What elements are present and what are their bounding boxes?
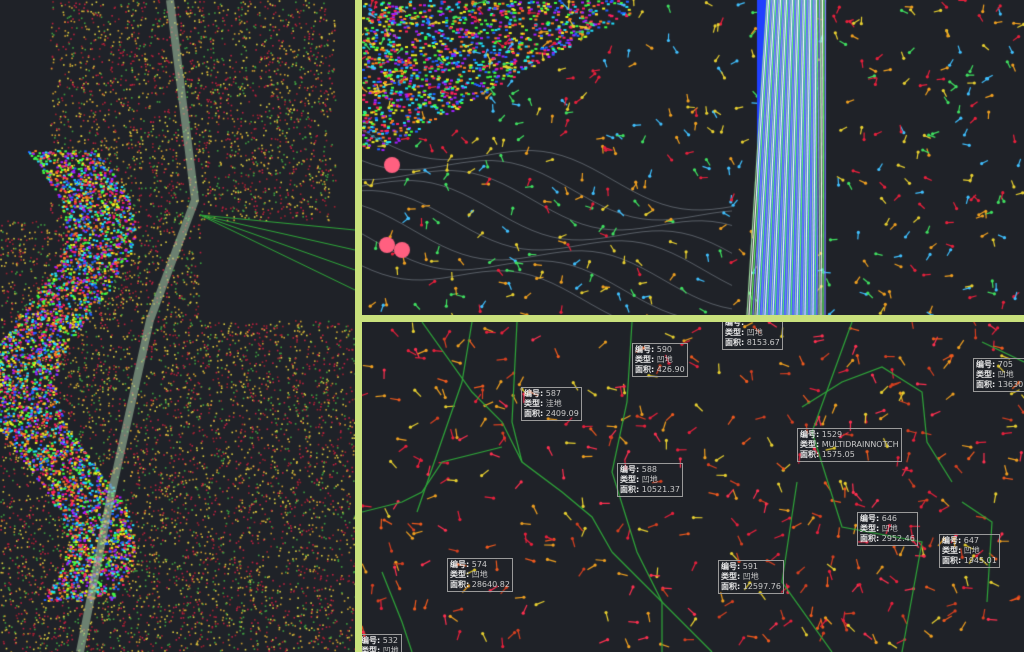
field-value: 13630.8 — [997, 380, 1024, 389]
field-value: 凹地 — [740, 572, 759, 581]
field-value: 凹地 — [961, 546, 980, 555]
field-value: 洼地 — [543, 399, 562, 408]
depression-label-587: 编号: 587 类型: 洼地 面积: 2409.09 — [521, 387, 582, 421]
field-value: 2952.46 — [879, 534, 915, 543]
field-value: 1529 — [819, 430, 843, 439]
field-value: 28640.82 — [469, 580, 510, 589]
field-name: 编号: — [721, 562, 741, 571]
field-value: 574 — [469, 560, 488, 569]
point-cloud-overview-panel — [0, 0, 355, 652]
field-name: 面积: — [524, 409, 544, 418]
field-name: 类型: — [725, 328, 745, 337]
field-name: 类型: — [976, 370, 996, 379]
depression-label-647: 编号: 647 类型: 凹地 面积: 1945.01 — [939, 534, 1000, 568]
field-name: 编号: — [524, 389, 544, 398]
depression-label-588: 编号: 588 类型: 凹地 面积: 10521.37 — [617, 463, 683, 497]
field-value: 1575.05 — [819, 450, 855, 459]
field-value: 8153.67 — [744, 338, 780, 347]
field-name: 类型: — [524, 399, 544, 408]
field-value: MULTIDRAINNOTCH — [819, 440, 899, 449]
flow-direction-detail-panel — [362, 0, 1024, 315]
field-name: 编号: — [450, 560, 470, 569]
field-name: 面积: — [860, 534, 880, 543]
field-name: 类型: — [721, 572, 741, 581]
field-value: 凹地 — [380, 646, 399, 652]
point-cloud-canvas — [0, 0, 355, 652]
field-name: 编号: — [620, 465, 640, 474]
depression-label-646: 编号: 646 类型: 凹地 面积: 2952.46 — [857, 512, 918, 546]
field-value: 凹地 — [744, 328, 763, 337]
field-name: 面积: — [635, 365, 655, 374]
field-name: 类型: — [942, 546, 962, 555]
field-value: 590 — [654, 345, 673, 354]
field-name: 面积: — [450, 580, 470, 589]
field-name: 面积: — [721, 582, 741, 591]
field-name: 编号: — [942, 536, 962, 545]
field-name: 编号: — [860, 514, 880, 523]
field-name: 类型: — [450, 570, 470, 579]
field-value: 646 — [879, 514, 898, 523]
depression-label-574: 编号: 574 类型: 凹地 面积: 28640.82 — [447, 558, 513, 592]
field-value: 2409.09 — [543, 409, 579, 418]
field-value: 532 — [380, 636, 399, 645]
field-value: 705 — [995, 360, 1014, 369]
field-value: 凹地 — [469, 570, 488, 579]
depression-label-1529: 编号: 1529 类型: MULTIDRAINNOTCH 面积: 1575.05 — [797, 428, 902, 462]
field-value: 647 — [961, 536, 980, 545]
field-name: 面积: — [725, 338, 745, 347]
field-value: 426.90 — [654, 365, 685, 374]
field-value: 587 — [543, 389, 562, 398]
field-value: 591 — [740, 562, 759, 571]
field-value: 凹地 — [995, 370, 1014, 379]
field-name: 面积: — [976, 380, 996, 389]
field-value: 凹地 — [879, 524, 898, 533]
depression-labels-panel: 编号: 类型: 凹地 面积: 8153.67 编号: 590 类型: 凹地 面积: 42… — [362, 322, 1024, 652]
depression-map-canvas — [362, 322, 1024, 652]
field-name: 面积: — [620, 485, 640, 494]
field-name: 编号: — [635, 345, 655, 354]
field-name: 面积: — [800, 450, 820, 459]
field-value: 10521.37 — [639, 485, 680, 494]
field-name: 类型: — [860, 524, 880, 533]
depression-label-590: 编号: 590 类型: 凹地 面积: 426.90 — [632, 343, 688, 377]
field-name: 类型: — [800, 440, 820, 449]
field-name: 类型: — [635, 355, 655, 364]
field-name: 面积: — [942, 556, 962, 565]
field-name: 编号: — [976, 360, 996, 369]
depression-label-partial: 编号: 类型: 凹地 面积: 8153.67 — [722, 322, 783, 350]
field-value: 凹地 — [654, 355, 673, 364]
depression-label-591: 编号: 591 类型: 凹地 面积: 12597.76 — [718, 560, 784, 594]
flow-arrows-canvas — [362, 0, 1024, 315]
field-name: 类型: — [620, 475, 640, 484]
field-value: 1945.01 — [961, 556, 997, 565]
field-value: 588 — [639, 465, 658, 474]
field-value: 12597.76 — [740, 582, 781, 591]
field-name: 编号: — [725, 322, 745, 327]
field-name: 类型: — [362, 646, 381, 652]
field-name: 编号: — [800, 430, 820, 439]
field-value: 凹地 — [639, 475, 658, 484]
field-name: 编号: — [362, 636, 381, 645]
